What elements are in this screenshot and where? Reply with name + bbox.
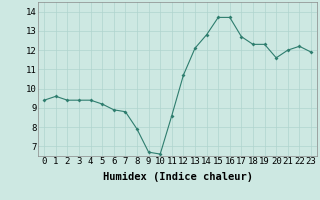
X-axis label: Humidex (Indice chaleur): Humidex (Indice chaleur) [103,172,252,182]
